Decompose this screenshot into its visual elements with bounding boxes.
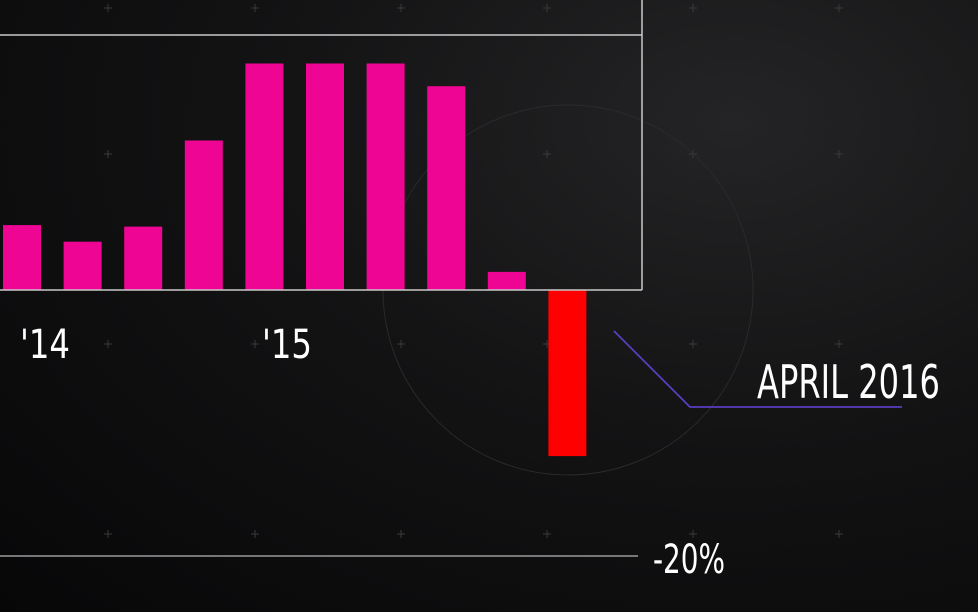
background-cross-mark	[397, 4, 405, 12]
background-cross-mark	[543, 150, 551, 158]
bar-3	[184, 140, 223, 290]
background-cross-mark	[251, 4, 259, 12]
background-cross-mark	[835, 530, 843, 538]
background-cross-mark	[689, 4, 697, 12]
bar-7	[427, 86, 466, 290]
background-cross-mark	[543, 530, 551, 538]
bar-8	[487, 271, 526, 290]
bar-1	[63, 241, 102, 290]
background-cross-mark	[251, 340, 259, 348]
background-cross-mark	[835, 4, 843, 12]
background-cross-mark	[104, 4, 112, 12]
bar-2	[124, 226, 163, 290]
bar-5	[306, 63, 344, 290]
y-tick-label-minus-20: -20%	[653, 537, 725, 583]
background-cross-mark	[104, 530, 112, 538]
background-cross-mark	[543, 4, 551, 12]
background-cross-mark	[689, 340, 697, 348]
chart-frame	[0, 0, 643, 290]
background-cross-mark	[397, 340, 405, 348]
background-cross-mark	[104, 340, 112, 348]
background-cross-mark	[397, 530, 405, 538]
bar-0	[3, 225, 41, 290]
background-cross-mark	[104, 150, 112, 158]
annotation-leader-line	[613, 330, 902, 408]
bar-april-2016	[548, 290, 587, 457]
background-cross-mark	[835, 150, 843, 158]
background-cross-mark	[689, 530, 697, 538]
x-tick-label-15: '15	[262, 322, 312, 368]
background-cross-mark	[835, 340, 843, 348]
bar-6	[366, 63, 405, 290]
x-tick-label-14: '14	[20, 322, 70, 368]
bars-group	[3, 63, 587, 457]
background-grid-marks	[104, 4, 843, 538]
bar-4	[245, 63, 284, 290]
background-cross-mark	[251, 530, 259, 538]
annotation-label: APRIL 2016	[757, 355, 940, 409]
